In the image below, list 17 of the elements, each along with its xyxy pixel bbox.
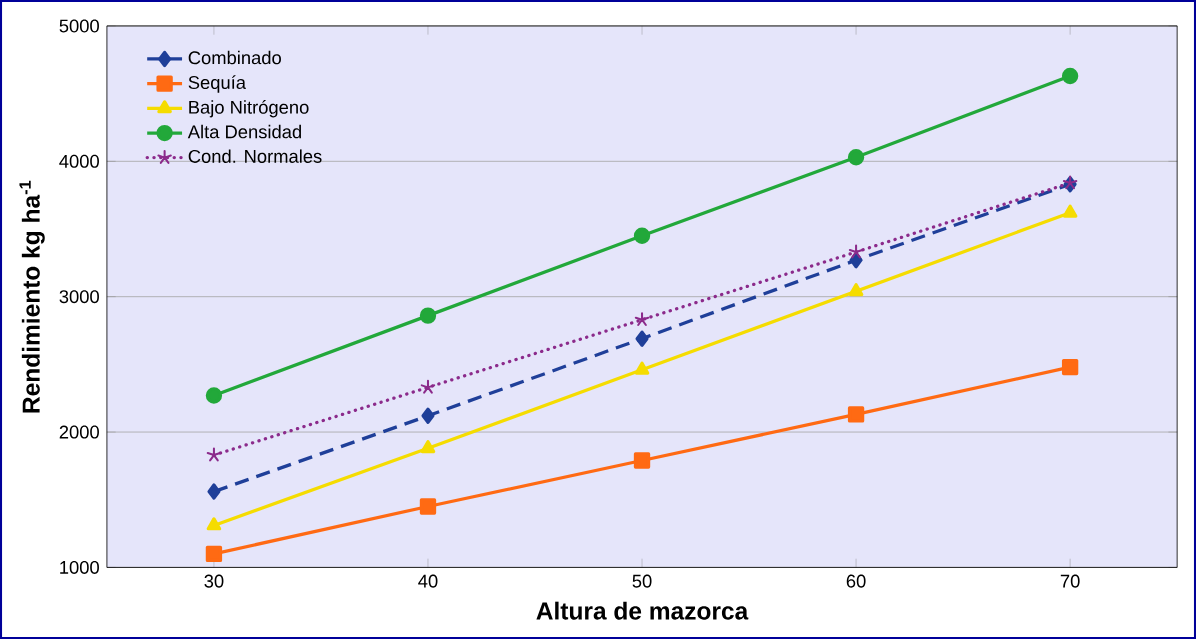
legend-label: Alta Densidad [187, 124, 301, 139]
x-tick-label: 50 [632, 574, 652, 588]
y-tick-label: 3000 [59, 290, 99, 304]
x-tick-label: 30 [204, 574, 224, 588]
legend-label: Sequía [188, 75, 247, 93]
y-tick-label: 1000 [60, 560, 99, 574]
x-axis-title: Altura de mazorca [536, 601, 749, 620]
y-axis-title: Rendimiento kg ha$^{-1}$ [19, 180, 45, 413]
legend-label: Bajo Nitrógeno [189, 100, 309, 118]
legend-label: Combinado [188, 50, 281, 65]
x-tick-label: 60 [846, 574, 866, 588]
y-tick-label: 2000 [59, 425, 99, 439]
y-tick-label: 5000 [59, 19, 99, 33]
x-tick-label: 70 [1060, 574, 1080, 588]
x-tick-label: 40 [418, 574, 438, 588]
y-tick-label: 4000 [59, 154, 99, 168]
legend-label: Cond. Normales [188, 149, 322, 163]
